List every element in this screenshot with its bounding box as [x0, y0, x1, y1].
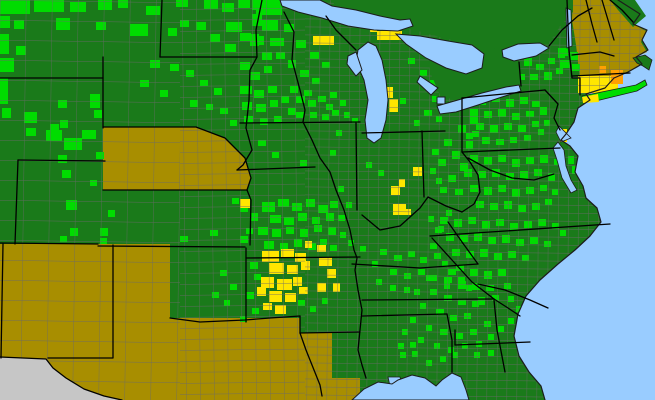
state-borders-segment: [351, 263, 479, 269]
state-borders-segment: [544, 89, 561, 131]
state-borders-segment: [601, 0, 615, 41]
lake-superior: [279, 0, 414, 32]
state-borders-segment: [236, 127, 253, 171]
state-borders-segment: [355, 122, 358, 211]
state-borders-segment: [548, 7, 593, 47]
state-borders-segment: [0, 243, 4, 359]
state-borders-segment: [283, 11, 306, 123]
state-borders-segment: [0, 356, 123, 400]
state-borders-segment: [493, 299, 506, 373]
state-borders-segment: [47, 244, 114, 359]
state-borders-segment: [431, 237, 495, 300]
state-borders-segment: [493, 298, 521, 317]
lake-huron: [394, 33, 485, 75]
state-borders-segment: [102, 126, 252, 191]
state-borders-segment: [427, 151, 481, 213]
state-borders-segment: [245, 0, 263, 129]
state-borders-segment: [169, 315, 301, 323]
state-borders-segment: [159, 0, 163, 58]
state-borders-segment: [17, 159, 106, 162]
state-borders-segment: [571, 51, 615, 57]
state-borders-segment: [14, 159, 19, 245]
saginaw-bay: [416, 75, 439, 96]
state-borders-segment: [461, 147, 561, 153]
atlantic-coastline: [513, 0, 649, 400]
state-borders-segment: [245, 256, 361, 259]
canada-land-north: [330, 0, 573, 54]
state-borders-segment: [467, 157, 555, 181]
county-grid-mid: [180, 0, 305, 400]
state-borders-segment: [454, 341, 531, 346]
atlantic-coastline-segment: [513, 0, 649, 400]
county-grid-west: [0, 0, 180, 400]
state-borders-segment: [236, 166, 316, 171]
state-borders-segment: [518, 61, 522, 87]
mexico-land: [0, 357, 122, 400]
state-borders-segment: [361, 130, 446, 134]
state-borders-segment: [421, 130, 425, 198]
state-borders-segment: [325, 15, 357, 51]
state-borders-segment: [97, 245, 246, 248]
state-borders-segment: [361, 313, 448, 317]
state-borders-segment: [302, 121, 367, 379]
state-borders-segment: [571, 72, 631, 77]
lake-ontario: [501, 42, 550, 62]
lake-st-clair: [436, 96, 446, 105]
lake-michigan: [355, 41, 389, 144]
gulf-of-mexico: [351, 372, 470, 400]
state-borders-segment: [566, 0, 581, 96]
green-bay: [346, 51, 363, 77]
state-borders-segment: [446, 313, 453, 373]
state-borders-segment: [361, 196, 429, 231]
chesapeake-bay: [552, 141, 578, 194]
state-borders: [0, 0, 634, 400]
state-borders-segment: [239, 121, 361, 124]
state-borders-segment: [447, 221, 479, 265]
state-borders-segment: [299, 331, 361, 334]
state-borders-segment: [585, 0, 598, 43]
state-borders-segment: [246, 189, 252, 246]
state-borders-segment: [477, 283, 549, 309]
lake-erie: [436, 84, 522, 115]
state-borders-segment: [361, 298, 495, 301]
state-borders-segment: [461, 89, 546, 99]
state-borders-segment: [609, 0, 634, 23]
long-island-west-yellow: [582, 94, 599, 103]
state-borders-segment: [299, 332, 323, 397]
state-borders-segment: [429, 223, 611, 237]
state-borders-segment: [0, 242, 99, 245]
yellow-counties-northeast-cell: [607, 84, 618, 92]
